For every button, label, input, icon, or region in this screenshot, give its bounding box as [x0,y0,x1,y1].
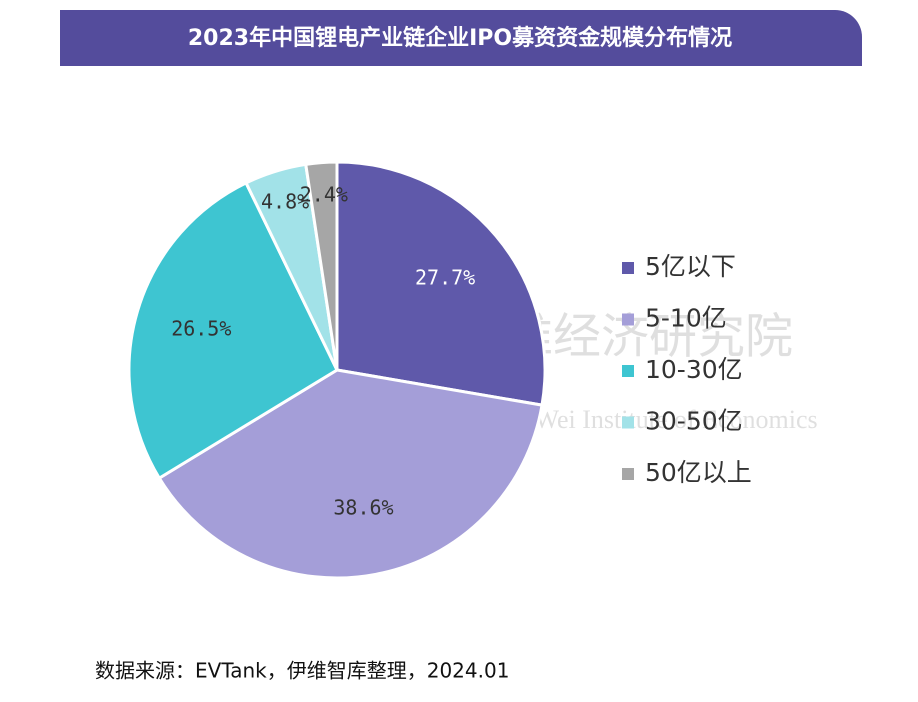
legend-label: 50亿以上 [645,458,752,487]
pie: 27.7% 38.6% 26.5% 4.8%2.4% [127,160,547,580]
source-note: 数据来源：EVTank，伊维智库整理，2024.01 [95,659,509,683]
data-label: 26.5% [171,317,231,341]
data-label: 4.8% [261,190,309,214]
pie-slice [335,160,547,407]
data-label: 2.4% [300,182,348,206]
legend-swatch [622,416,634,429]
title-bar [60,10,862,66]
pie-slice [127,180,339,481]
pie-slice [304,160,339,371]
data-label: 38.6% [333,495,393,519]
legend-swatch [622,313,634,326]
pie-slice [157,368,544,580]
legend-label: 5-10亿 [645,304,727,333]
legend-label: 10-30亿 [645,355,743,384]
legend-swatch [622,262,634,274]
legend-label: 30-50亿 [645,407,743,436]
legend: 5亿以下 5-10亿 10-30亿 30-50亿 50亿以上 [622,252,752,487]
legend-label: 5亿以下 [645,252,736,281]
legend-swatch [622,365,634,377]
legend-swatch [622,468,634,480]
chart-title: 2023年中国锂电产业链企业IPO募资资金规模分布情况 [188,25,732,51]
data-label: 27.7% [415,265,475,289]
